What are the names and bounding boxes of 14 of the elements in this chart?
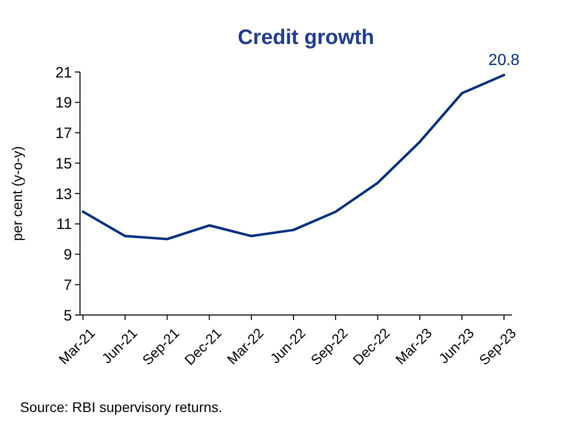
chart-title: Credit growth	[238, 26, 374, 49]
y-axis-title: per cent (y-o-y)	[9, 146, 25, 241]
line-series	[82, 74, 506, 240]
y-tick-label: 7	[64, 276, 72, 294]
y-tick-label: 9	[64, 246, 72, 264]
source-note: Source: RBI supervisory returns.	[20, 399, 222, 415]
y-tick-label: 5	[64, 307, 72, 324]
y-tick-label: 17	[55, 125, 72, 142]
y-tick-label: 13	[55, 186, 72, 203]
y-tick-label: 11	[56, 216, 72, 234]
y-tick-label: 19	[55, 94, 72, 112]
y-tick-label: 15	[55, 155, 72, 172]
annotation: 20.8	[488, 52, 520, 70]
y-tick-label: 21	[55, 64, 72, 82]
